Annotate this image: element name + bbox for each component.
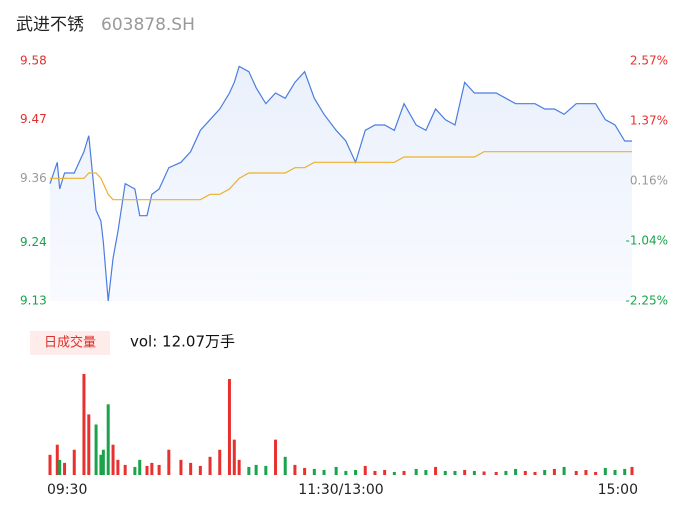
price-line: [49, 65, 632, 302]
volume-bar: [48, 454, 52, 475]
volume-bar: [145, 465, 149, 475]
volume-bar: [55, 444, 59, 475]
volume-bar: [167, 449, 171, 475]
volume-bar: [179, 459, 183, 475]
volume-bar: [218, 449, 222, 475]
volume-bar: [424, 469, 428, 475]
y-tick-label: 9.24: [20, 235, 47, 249]
volume-bar: [198, 465, 202, 475]
volume-bar: [552, 468, 556, 475]
volume-bar: [101, 449, 105, 475]
volume-bar: [283, 456, 287, 475]
volume-bar: [463, 469, 467, 475]
volume-bar: [94, 424, 98, 475]
volume-bar: [116, 459, 120, 475]
volume-bar: [87, 414, 91, 475]
y-tick-label: 9.13: [20, 294, 47, 308]
volume-bar: [363, 465, 367, 475]
volume-bar: [574, 470, 578, 475]
volume-label: vol: 12.07万手: [130, 333, 235, 351]
y2-tick-label: -1.04%: [626, 233, 668, 247]
volume-bar: [58, 459, 62, 475]
volume-button[interactable]: 日成交量: [44, 335, 96, 351]
x-tick-label: 09:30: [47, 482, 87, 498]
volume-bar: [157, 464, 161, 475]
y2-tick-label: 0.16%: [630, 174, 668, 188]
x-tick-label: 11:30/13:00: [298, 482, 383, 498]
volume-bar: [247, 466, 251, 475]
volume-bar: [543, 469, 547, 475]
volume-bar: [414, 468, 418, 475]
volume-bar: [99, 454, 103, 475]
plot: 9.58 9.47 9.36 9.24 9.13 2.57% 1.37% 0.16% -1.04…: [20, 54, 668, 499]
volume-bar: [523, 470, 527, 475]
y2-tick-label: -2.25%: [626, 294, 668, 308]
x-tick-label: 15:00: [598, 482, 638, 498]
volume-bar: [472, 470, 476, 475]
volume-bar: [232, 439, 236, 475]
y-tick-label: 9.47: [20, 112, 47, 126]
volume-bar: [274, 439, 278, 475]
stock-name: 武进不锈: [16, 15, 84, 35]
volume-bar: [63, 462, 67, 475]
average-line: [50, 151, 632, 201]
volume-bar: [264, 465, 268, 475]
y2-tick-label: 1.37%: [630, 113, 668, 127]
volume-bar: [133, 466, 137, 475]
y2-tick-label: 2.57%: [630, 54, 668, 68]
volume-bar: [623, 468, 627, 475]
volume-bar: [150, 462, 154, 475]
volume-bar: [630, 466, 634, 475]
volume-bar: [208, 456, 212, 475]
volume-bar: [82, 374, 86, 475]
volume-bar: [434, 466, 438, 475]
volume-bar: [594, 471, 598, 475]
volume-bar: [514, 468, 518, 475]
volume-bar: [344, 470, 348, 475]
volume-bar: [392, 471, 396, 475]
volume-bar: [373, 470, 377, 475]
y-tick-label: 9.36: [20, 171, 47, 185]
volume-bar: [111, 444, 115, 475]
stock-code: 603878.SH: [101, 15, 195, 35]
volume-bar: [322, 469, 326, 475]
volume-bar: [72, 449, 76, 475]
volume-bar: [482, 471, 486, 475]
volume-bar: [354, 469, 358, 475]
volume-bar: [303, 467, 307, 475]
volume-bar: [293, 464, 297, 475]
volume-bar: [584, 469, 588, 475]
volume-bar: [254, 464, 258, 475]
volume-bar: [453, 470, 457, 475]
price-area: [50, 66, 632, 301]
volume-bar: [334, 466, 338, 475]
volume-bar: [494, 471, 498, 475]
volume-bar: [443, 470, 447, 475]
volume-bar: [613, 469, 617, 475]
volume-button-bg[interactable]: [30, 331, 110, 355]
volume-bar: [533, 471, 537, 475]
volume-bar: [237, 459, 241, 475]
volume-bar: [123, 464, 127, 475]
volume-bar: [402, 470, 406, 475]
y-tick-label: 9.58: [20, 54, 47, 68]
volume-bar: [603, 467, 607, 475]
volume-bar: [106, 404, 110, 475]
volume-bar: [312, 468, 316, 475]
volume-bar: [189, 462, 193, 475]
volume-bar: [383, 469, 387, 475]
volume-bar: [227, 379, 231, 475]
volume-bar: [504, 470, 508, 475]
volume-bar: [562, 466, 566, 475]
volume-bar: [138, 459, 142, 475]
